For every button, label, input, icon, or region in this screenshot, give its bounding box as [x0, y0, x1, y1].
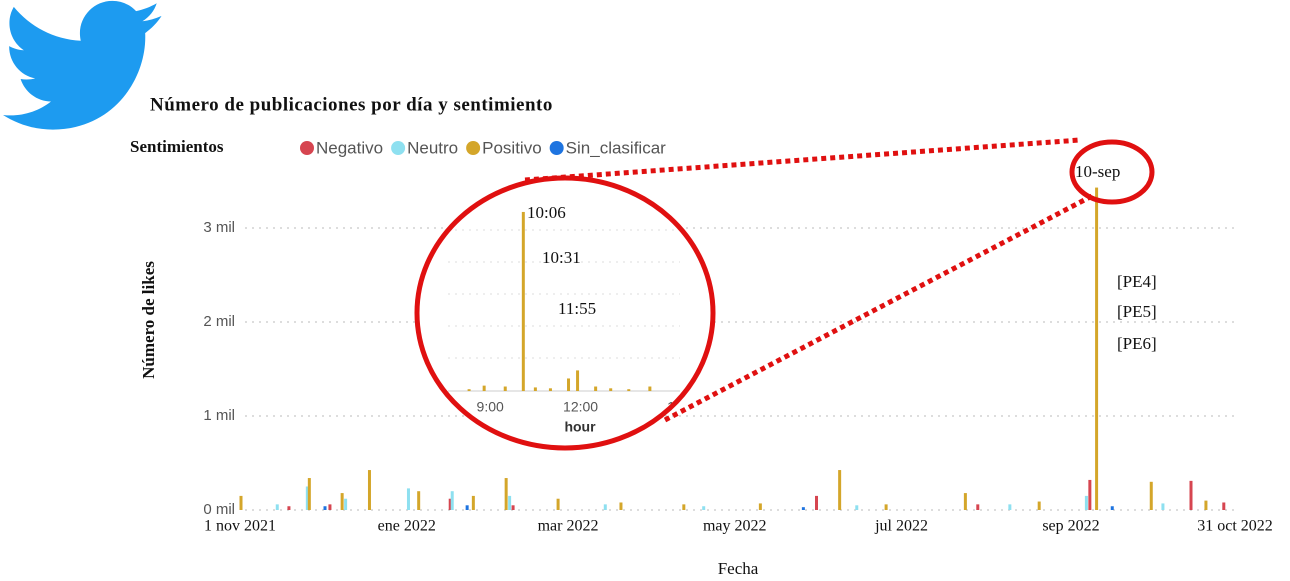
inset-bar: [533, 387, 537, 391]
legend-label: Sin_clasificar: [566, 138, 666, 157]
bar: [976, 504, 980, 510]
bar: [406, 488, 410, 510]
bar: [323, 506, 327, 510]
bar: [511, 505, 515, 510]
main-plot: 0 mil 1 mil 2 mil 3 mil 1 nov 2021 ene 2022 ma…: [203, 138, 1272, 534]
annotation: [PE6]: [1117, 334, 1157, 353]
y-axis-title: Número de likes: [139, 261, 158, 379]
bar: [275, 504, 279, 510]
bar: [838, 470, 842, 510]
bar: [963, 493, 967, 510]
bar: [682, 504, 686, 510]
inset-bar: [567, 378, 571, 391]
bar: [450, 491, 454, 510]
annotation: [PE5]: [1117, 302, 1157, 321]
bar: [1204, 500, 1208, 510]
annotation: 10-sep: [1075, 162, 1120, 181]
legend-label: Positivo: [482, 138, 542, 157]
peak-circle: [1069, 139, 1155, 205]
legend-swatch: [549, 141, 564, 155]
bar: [508, 495, 512, 510]
twitter-logo: [3, 0, 162, 130]
inset-bar: [467, 389, 471, 391]
bar: [855, 505, 859, 510]
bar: [305, 486, 309, 510]
x-tick-label: ene 2022: [378, 518, 436, 535]
y-tick-label: 3 mil: [203, 219, 235, 236]
x-tick-label: 31 oct 2022: [1197, 518, 1273, 535]
bar: [1095, 187, 1099, 510]
bar: [1110, 506, 1114, 510]
bar: [328, 504, 332, 510]
legend-label: Negativo: [316, 138, 383, 157]
inset-annotation: 11:55: [558, 299, 596, 318]
inset-bar: [521, 211, 525, 391]
bar: [1084, 495, 1088, 510]
inset-bar: [503, 386, 507, 391]
bar: [1088, 479, 1092, 510]
inset-annotation: 10:31: [542, 248, 581, 267]
inset-x-tick-label: 12:00: [563, 399, 598, 415]
bar: [471, 495, 475, 510]
bar: [758, 503, 762, 510]
x-tick-label: may 2022: [703, 518, 767, 535]
bar: [417, 491, 421, 510]
zoom-connector: [663, 193, 1094, 423]
inset-bar: [609, 388, 613, 391]
bar: [801, 507, 805, 510]
bar: [239, 495, 243, 510]
y-tick-label: 0 mil: [203, 501, 235, 518]
inset-x-axis-title: hour: [564, 419, 596, 435]
legend-swatch: [300, 141, 314, 155]
legend-swatch: [391, 141, 406, 155]
bar: [556, 498, 560, 510]
bar: [702, 506, 706, 510]
bar: [448, 498, 452, 510]
legend-label: Neutro: [407, 138, 458, 157]
bar: [504, 478, 508, 510]
inset-x-tick-label: 9:00: [477, 399, 504, 415]
inset-bar: [648, 386, 652, 391]
y-tick-label: 2 mil: [203, 313, 235, 330]
bar: [1149, 481, 1153, 510]
bar: [815, 495, 819, 510]
inset-bar: [482, 385, 486, 391]
chart-title: Número de publicaciones por día y sentim…: [150, 94, 553, 115]
y-tick-label: 1 mil: [203, 407, 235, 424]
bar: [1008, 504, 1012, 510]
bar: [307, 478, 311, 510]
bar: [1037, 501, 1041, 510]
x-tick-label: mar 2022: [538, 518, 599, 535]
inset-bar: [627, 389, 631, 391]
bar: [1222, 502, 1226, 510]
inset-bar: [594, 386, 598, 391]
bar: [344, 498, 348, 510]
bar: [884, 504, 888, 510]
bar: [340, 493, 344, 510]
bar: [603, 504, 607, 510]
inset-annotation: 10:06: [527, 203, 566, 222]
bar: [367, 470, 371, 510]
bar: [1189, 480, 1193, 510]
x-tick-label: sep 2022: [1042, 518, 1099, 535]
bar: [465, 505, 469, 510]
inset-bar: [548, 388, 552, 391]
annotation: [PE4]: [1117, 272, 1157, 291]
bar: [1161, 503, 1165, 510]
bar: [287, 506, 291, 510]
zoom-connector: [524, 137, 1081, 183]
x-tick-label: 1 nov 2021: [204, 518, 276, 535]
x-tick-label: jul 2022: [874, 518, 928, 535]
x-axis-title: Fecha: [718, 559, 759, 578]
legend-title: Sentimientos: [130, 137, 224, 156]
bar: [619, 502, 623, 510]
inset-bar: [576, 370, 580, 391]
legend-swatch: [466, 141, 481, 155]
